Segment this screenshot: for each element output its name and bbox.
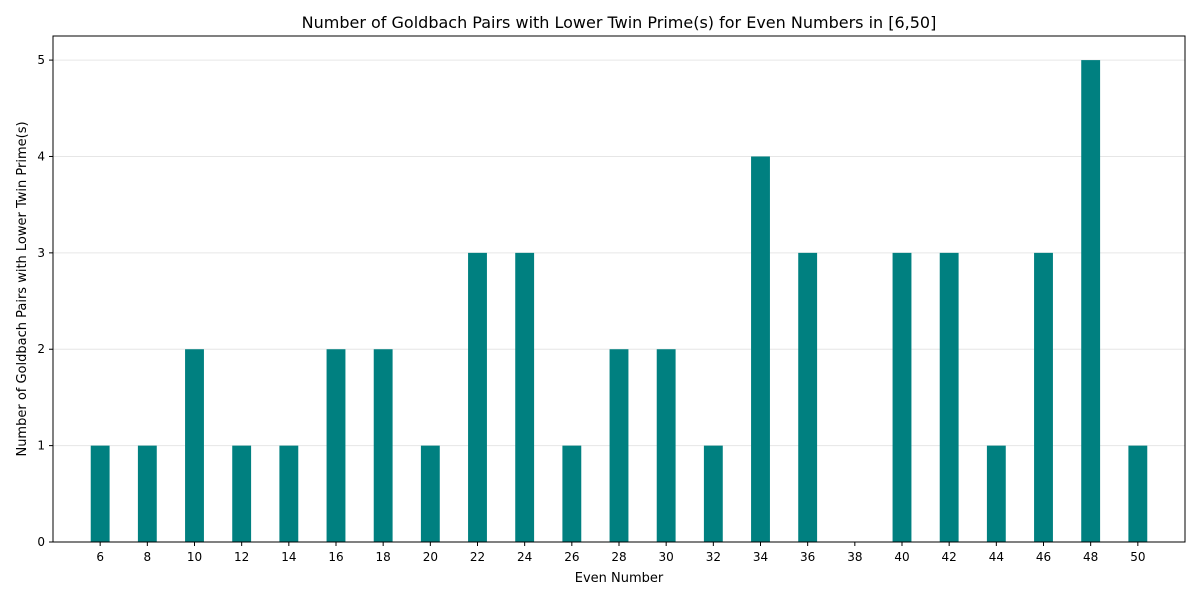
bar-24 — [515, 252, 535, 542]
bar-12 — [232, 445, 252, 542]
x-tick-label: 12 — [234, 550, 249, 564]
bar-36 — [798, 252, 818, 542]
x-tick-label: 22 — [470, 550, 485, 564]
chart-title: Number of Goldbach Pairs with Lower Twin… — [302, 13, 937, 32]
x-tick-label: 26 — [564, 550, 579, 564]
bar-10 — [185, 349, 204, 542]
bar-50 — [1128, 445, 1148, 542]
x-tick-label: 44 — [989, 550, 1004, 564]
bar-6 — [90, 445, 110, 542]
bar-28 — [609, 349, 629, 542]
bar-46 — [1034, 252, 1053, 542]
x-ticks: 6 8 10 12 14 16 18 20 22 24 26 28 30 32 34 36 38 40 42 44 46… — [96, 542, 1145, 564]
bars — [90, 60, 1148, 542]
x-tick-label: 6 — [96, 550, 104, 564]
x-tick-label: 18 — [376, 550, 391, 564]
x-tick-label: 36 — [800, 550, 815, 564]
x-tick-label: 24 — [517, 550, 532, 564]
bar-30 — [656, 349, 676, 542]
bar-8 — [137, 445, 157, 542]
bar-26 — [562, 445, 582, 542]
x-tick-label: 32 — [706, 550, 721, 564]
x-tick-label: 42 — [942, 550, 957, 564]
bar-14 — [279, 445, 299, 542]
y-tick-label: 5 — [37, 53, 45, 67]
x-tick-label: 14 — [281, 550, 296, 564]
bar-32 — [703, 445, 723, 542]
bar-44 — [986, 445, 1006, 542]
y-tick-label: 2 — [37, 342, 45, 356]
x-tick-label: 30 — [659, 550, 674, 564]
y-axis-label: Number of Goldbach Pairs with Lower Twin… — [15, 121, 30, 456]
x-tick-label: 20 — [423, 550, 438, 564]
x-axis-label: Even Number — [575, 571, 664, 586]
bar-16 — [326, 349, 346, 542]
y-tick-label: 1 — [37, 439, 45, 453]
y-tick-label: 0 — [37, 535, 45, 549]
x-tick-label: 10 — [187, 550, 202, 564]
bar-40 — [892, 252, 912, 542]
x-tick-label: 46 — [1036, 550, 1051, 564]
bar-20 — [420, 445, 440, 542]
y-tick-label: 3 — [37, 246, 45, 260]
x-tick-label: 48 — [1083, 550, 1098, 564]
bar-22 — [468, 252, 487, 542]
y-tick-label: 4 — [37, 149, 45, 163]
bar-48 — [1081, 60, 1101, 542]
x-tick-label: 50 — [1130, 550, 1145, 564]
bar-34 — [751, 156, 770, 542]
bar-42 — [939, 252, 959, 542]
x-tick-label: 34 — [753, 550, 768, 564]
x-tick-label: 16 — [328, 550, 343, 564]
x-tick-label: 28 — [611, 550, 626, 564]
x-tick-label: 8 — [144, 550, 152, 564]
y-ticks: 0 1 2 3 4 5 — [37, 53, 53, 549]
bar-18 — [373, 349, 393, 542]
x-tick-label: 38 — [847, 550, 862, 564]
x-tick-label: 40 — [894, 550, 909, 564]
